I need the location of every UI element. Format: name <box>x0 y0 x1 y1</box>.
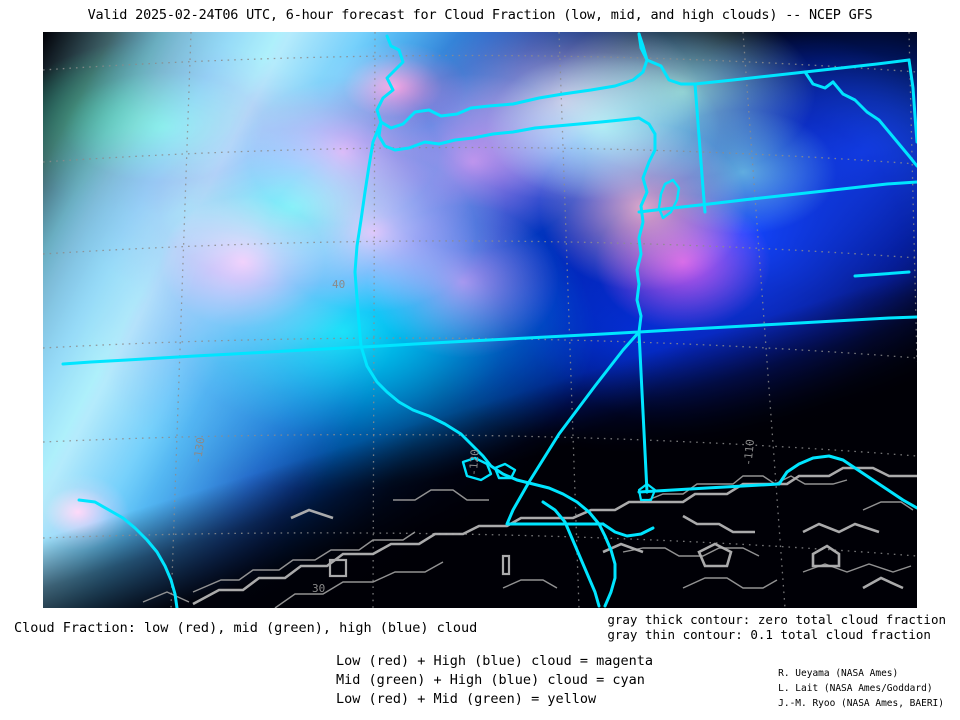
page-title: Valid 2025-02-24T06 UTC, 6-hour forecast… <box>87 7 873 23</box>
lat-label-40: 40 <box>332 278 346 291</box>
colour-key-caption: Cloud Fraction: low (red), mid (green), … <box>14 620 478 636</box>
mix-legend-line-cyan: Mid (green) + High (blue) cloud = cyan <box>336 672 645 688</box>
lon-label-minus110: -110 <box>741 438 758 467</box>
contour-legend: gray thick contour: zero total cloud fra… <box>607 612 946 642</box>
title-bar: Valid 2025-02-24T06 UTC, 6-hour forecast… <box>0 0 960 30</box>
author-credits: R. Ueyama (NASA Ames) L. Lait (NASA Ames… <box>778 666 944 711</box>
state-borders <box>61 32 917 608</box>
credit-line-1: R. Ueyama (NASA Ames) <box>778 668 899 679</box>
contour-legend-thin: gray thin contour: 0.1 total cloud fract… <box>607 627 931 642</box>
mix-legend-line-magenta: Low (red) + High (blue) cloud = magenta <box>336 653 653 669</box>
colour-mixing-legend: Low (red) + High (blue) cloud = magenta … <box>336 652 653 709</box>
lat-label-30: 30 <box>312 582 326 595</box>
lon-label-minus120: -120 <box>466 448 482 477</box>
contour-legend-thick: gray thick contour: zero total cloud fra… <box>607 612 946 627</box>
cloud-fraction-map[interactable]: 40 30 -130 -120 -110 <box>43 32 917 608</box>
map-vector-overlay <box>43 32 917 608</box>
credit-line-3: J.-M. Ryoo (NASA Ames, BAERI) <box>778 698 944 709</box>
clear-sky-mask <box>43 32 917 608</box>
contour-thick-zero <box>192 466 917 606</box>
credit-line-2: L. Lait (NASA Ames/Goddard) <box>778 683 933 694</box>
graticule <box>43 32 917 608</box>
mix-legend-line-yellow: Low (red) + Mid (green) = yellow <box>336 691 597 707</box>
contour-thin-0p1 <box>142 475 914 608</box>
